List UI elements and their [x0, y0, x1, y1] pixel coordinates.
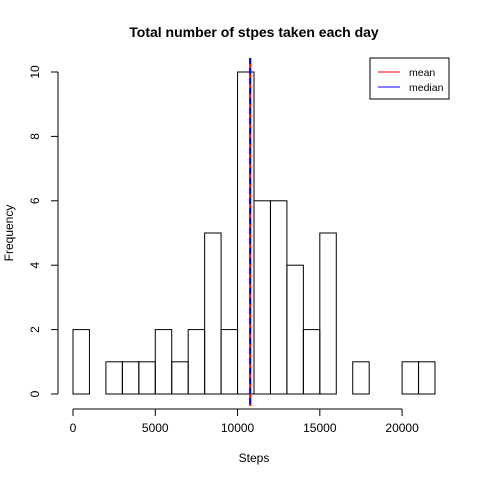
- y-tick-label: 10: [28, 65, 42, 79]
- y-tick-label: 4: [28, 262, 42, 269]
- y-tick-label: 0: [28, 390, 42, 397]
- histogram-bar: [302, 329, 321, 395]
- legend-box: [369, 57, 450, 100]
- x-axis: 0 5000 10000 15000 20000: [70, 408, 419, 435]
- x-tick-label: 10000: [221, 421, 255, 435]
- legend-label-mean: mean: [409, 67, 435, 79]
- histogram-bar: [237, 71, 255, 395]
- histogram-bar: [253, 200, 271, 395]
- histogram-bar: [286, 264, 304, 395]
- y-tick-label: 2: [28, 326, 42, 333]
- histogram-bar: [171, 361, 189, 395]
- histogram-bar: [187, 329, 206, 395]
- histogram-bar: [220, 329, 239, 395]
- legend-label-median: median: [409, 82, 444, 94]
- x-axis-label: Steps: [239, 451, 270, 465]
- histogram-bars: [72, 71, 436, 395]
- x-tick-label: 15000: [303, 421, 337, 435]
- histogram-bar: [138, 361, 156, 395]
- legend: mean median: [369, 57, 450, 100]
- histogram-bar: [352, 361, 370, 395]
- histogram-bar: [269, 200, 288, 395]
- x-tick-label: 20000: [385, 421, 419, 435]
- histogram-bar: [154, 329, 173, 395]
- x-tick-label: 0: [70, 421, 77, 435]
- histogram-bar: [72, 329, 90, 395]
- histogram-bar: [121, 361, 140, 395]
- histogram-bar: [319, 232, 337, 395]
- y-tick-label: 8: [28, 133, 42, 140]
- histogram-bar: [105, 361, 123, 395]
- histogram-bar: [401, 361, 420, 395]
- y-tick-label: 6: [28, 197, 42, 204]
- histogram-bar: [204, 232, 222, 395]
- histogram-bar: [418, 361, 436, 395]
- x-tick-label: 5000: [142, 421, 169, 435]
- y-axis-label: Frequency: [2, 205, 16, 262]
- chart-title: Total number of stpes taken each day: [129, 24, 379, 40]
- y-axis: 0 2 4 6 8 10: [28, 65, 59, 397]
